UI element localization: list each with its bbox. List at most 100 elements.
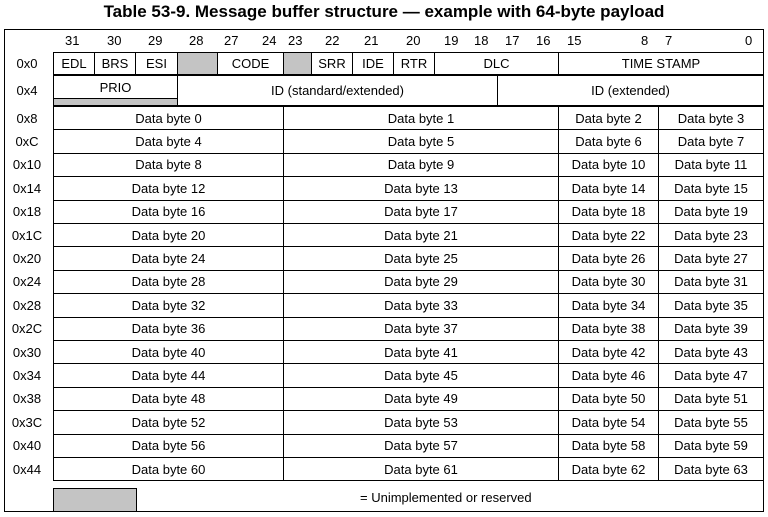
reserved-bar (53, 98, 178, 106)
reserved-bit-23 (283, 52, 312, 75)
field-rtr: RTR (393, 52, 435, 75)
data-byte-cell: Data byte 43 (658, 340, 764, 365)
data-byte-cell: Data byte 41 (283, 340, 559, 365)
data-byte-cell: Data byte 32 (53, 293, 284, 318)
bit-number: 8 (641, 33, 649, 48)
data-byte-cell: Data byte 50 (558, 386, 659, 412)
data-byte-cell: Data byte 48 (53, 386, 284, 412)
bit-number: 15 (567, 33, 582, 48)
data-byte-cell: Data byte 31 (658, 269, 764, 295)
data-byte-cell: Data byte 33 (283, 293, 559, 318)
data-byte-cell: Data byte 9 (283, 152, 559, 178)
bit-number: 23 (288, 33, 303, 48)
data-byte-cell: Data byte 3 (658, 106, 764, 131)
data-byte-cell: Data byte 10 (558, 152, 659, 178)
data-byte-cell: Data byte 63 (658, 457, 764, 482)
legend-text: = Unimplemented or reserved (360, 490, 532, 505)
data-byte-cell: Data byte 38 (558, 316, 659, 341)
data-byte-cell: Data byte 42 (558, 340, 659, 365)
bit-number: 21 (364, 33, 379, 48)
bit-number: 20 (406, 33, 421, 48)
data-byte-cell: Data byte 62 (558, 457, 659, 482)
data-byte-cell: Data byte 49 (283, 386, 559, 412)
data-byte-cell: Data byte 44 (53, 363, 284, 388)
field-brs: BRS (94, 52, 136, 75)
data-byte-cell: Data byte 8 (53, 152, 284, 178)
legend-swatch (53, 488, 137, 512)
data-byte-cell: Data byte 13 (283, 176, 559, 201)
field-ide: IDE (352, 52, 394, 75)
data-byte-cell: Data byte 21 (283, 223, 559, 248)
data-byte-cell: Data byte 5 (283, 129, 559, 154)
offset-label: 0x20 (12, 250, 42, 266)
field-id-standard-extended: ID (standard/extended) (177, 75, 498, 106)
offset-label: 0x30 (12, 344, 42, 360)
offset-label: 0x2C (11, 321, 43, 337)
bit-number: 7 (665, 33, 673, 48)
data-byte-cell: Data byte 53 (283, 410, 559, 435)
data-byte-cell: Data byte 30 (558, 269, 659, 295)
data-byte-cell: Data byte 7 (658, 129, 764, 154)
data-byte-cell: Data byte 52 (53, 410, 284, 435)
data-byte-cell: Data byte 19 (658, 199, 764, 224)
table-title: Table 53-9. Message buffer structure — e… (103, 2, 665, 21)
bit-number: 19 (444, 33, 459, 48)
data-byte-cell: Data byte 37 (283, 316, 559, 341)
data-byte-cell: Data byte 16 (53, 199, 284, 224)
data-byte-cell: Data byte 55 (658, 410, 764, 435)
data-byte-cell: Data byte 57 (283, 433, 559, 458)
field-code: CODE (217, 52, 284, 75)
data-byte-cell: Data byte 26 (558, 246, 659, 271)
field-time-stamp: TIME STAMP (558, 52, 764, 75)
field-prio: PRIO (53, 75, 178, 99)
offset-label: 0xC (15, 133, 39, 149)
field-edl: EDL (53, 52, 95, 75)
field-id-extended: ID (extended) (497, 75, 764, 106)
data-byte-cell: Data byte 61 (283, 457, 559, 482)
offset-label: 0x24 (12, 274, 42, 290)
offset-label: 0x38 (12, 391, 42, 407)
data-byte-cell: Data byte 40 (53, 340, 284, 365)
data-byte-cell: Data byte 15 (658, 176, 764, 201)
data-byte-cell: Data byte 54 (558, 410, 659, 435)
data-byte-cell: Data byte 39 (658, 316, 764, 341)
data-byte-cell: Data byte 56 (53, 433, 284, 458)
data-byte-cell: Data byte 6 (558, 129, 659, 154)
offset-label: 0x1C (11, 227, 43, 243)
bit-number: 31 (65, 33, 80, 48)
offset-label: 0x4 (16, 83, 38, 98)
offset-label: 0x0 (16, 56, 38, 71)
data-byte-cell: Data byte 4 (53, 129, 284, 154)
bit-number: 18 (474, 33, 489, 48)
data-byte-cell: Data byte 29 (283, 269, 559, 295)
data-byte-cell: Data byte 46 (558, 363, 659, 388)
offset-label: 0x34 (12, 367, 42, 383)
field-esi: ESI (135, 52, 178, 75)
data-byte-cell: Data byte 12 (53, 176, 284, 201)
data-byte-cell: Data byte 27 (658, 246, 764, 271)
bit-number: 17 (505, 33, 520, 48)
reserved-bit-28 (177, 52, 218, 75)
data-byte-cell: Data byte 24 (53, 246, 284, 271)
bit-number: 28 (189, 33, 204, 48)
data-byte-cell: Data byte 25 (283, 246, 559, 271)
data-byte-cell: Data byte 22 (558, 223, 659, 248)
data-byte-cell: Data byte 14 (558, 176, 659, 201)
offset-label: 0x8 (16, 110, 38, 126)
data-byte-cell: Data byte 11 (658, 152, 764, 178)
data-byte-cell: Data byte 60 (53, 457, 284, 482)
field-dlc: DLC (434, 52, 559, 75)
data-byte-cell: Data byte 17 (283, 199, 559, 224)
field-srr: SRR (311, 52, 353, 75)
data-byte-cell: Data byte 0 (53, 106, 284, 131)
data-byte-cell: Data byte 1 (283, 106, 559, 131)
data-byte-cell: Data byte 58 (558, 433, 659, 458)
data-byte-cell: Data byte 36 (53, 316, 284, 341)
offset-label: 0x44 (12, 461, 42, 477)
data-byte-cell: Data byte 23 (658, 223, 764, 248)
data-byte-cell: Data byte 2 (558, 106, 659, 131)
offset-label: 0x40 (12, 438, 42, 454)
bit-number: 29 (148, 33, 163, 48)
bit-number: 0 (745, 33, 753, 48)
data-byte-cell: Data byte 34 (558, 293, 659, 318)
